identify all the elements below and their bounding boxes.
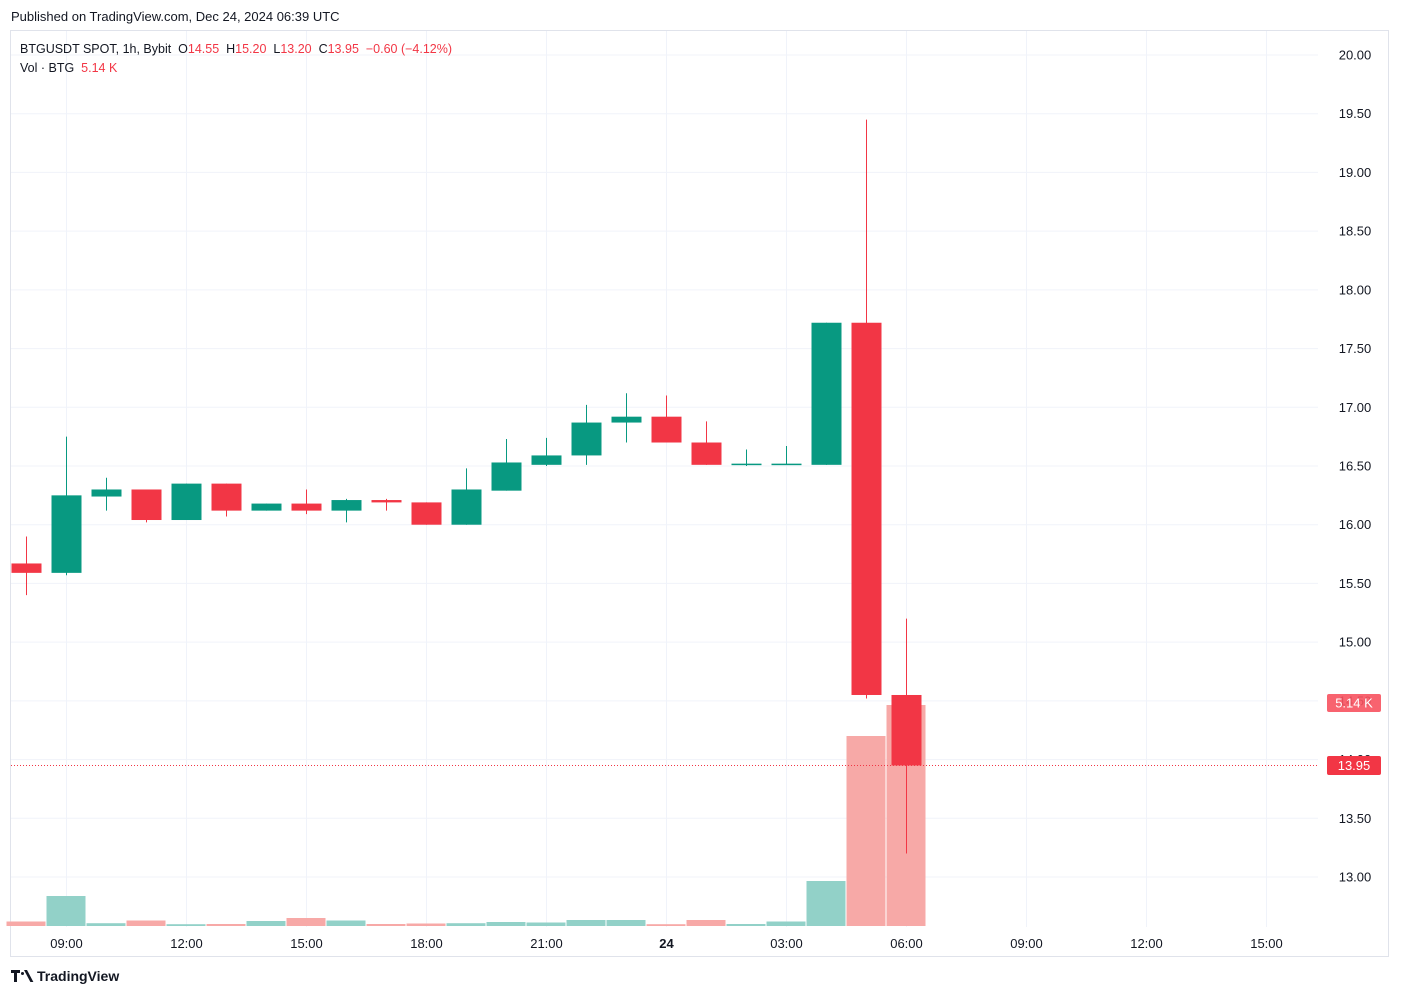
x-tick-label: 18:00 — [410, 936, 443, 951]
candle-body — [371, 500, 402, 503]
candle-body — [531, 455, 562, 465]
volume-bar — [646, 924, 686, 926]
y-tick-label: 13.00 — [1339, 870, 1372, 885]
chart-legend: BTGUSDT SPOT, 1h, Bybit O14.55 H15.20 L1… — [20, 40, 452, 78]
volume-bar — [566, 920, 606, 926]
footer-brand-label: TradingView — [37, 968, 120, 984]
candle-body — [211, 483, 242, 511]
tradingview-logo-icon — [11, 969, 34, 983]
candle-body — [891, 694, 922, 766]
y-tick-label: 16.50 — [1339, 459, 1372, 474]
candle-body — [851, 322, 882, 695]
volume-bar — [286, 918, 326, 926]
candle-body — [771, 463, 802, 466]
volume-tag — [1327, 694, 1381, 712]
volume-bar — [606, 920, 646, 926]
chart-frame[interactable] — [10, 30, 1389, 957]
y-tick-label: 18.00 — [1339, 282, 1372, 297]
candle-body — [611, 416, 642, 423]
y-tick-label: 15.00 — [1339, 635, 1372, 650]
candle-body — [51, 495, 82, 573]
y-tick-label: 19.50 — [1339, 106, 1372, 121]
x-tick-label: 12:00 — [170, 936, 203, 951]
volume-bar — [446, 923, 486, 926]
close-label: C — [318, 42, 328, 56]
candle-body — [91, 489, 122, 497]
low-label: L — [273, 42, 281, 56]
y-tick-label: 18.50 — [1339, 224, 1372, 239]
y-tick-label: 16.00 — [1339, 517, 1372, 532]
y-tick-label: 19.00 — [1339, 165, 1372, 180]
candle-body — [491, 462, 522, 491]
x-tick-label: 15:00 — [1250, 936, 1283, 951]
volume-tag-label: 5.14 K — [1335, 696, 1373, 711]
x-tick-label: 09:00 — [1010, 936, 1043, 951]
open-value: 14.55 — [187, 42, 220, 56]
low-value: 13.20 — [280, 42, 312, 56]
volume-bar — [126, 920, 166, 926]
y-tick-label: 17.50 — [1339, 341, 1372, 356]
change-value: −0.60 (−4.12%) — [365, 42, 453, 56]
volume-bar — [726, 924, 766, 926]
volume-bar — [326, 920, 366, 926]
candle-body — [451, 489, 482, 525]
y-tick-label: 13.50 — [1339, 811, 1372, 826]
last-price-tag-label: 13.95 — [1338, 758, 1371, 773]
volume-bar — [6, 921, 46, 926]
y-tick-label: 15.50 — [1339, 576, 1372, 591]
published-caption: Published on TradingView.com, Dec 24, 20… — [11, 9, 340, 24]
volume-bar — [46, 896, 86, 926]
candle-body — [11, 563, 42, 573]
volume-bar — [686, 920, 726, 926]
volume-bar — [406, 923, 446, 926]
volume-bar — [166, 924, 206, 926]
candle-body — [251, 503, 282, 511]
volume-bar — [486, 922, 526, 926]
volume-bar — [86, 923, 126, 926]
candle-body — [291, 503, 322, 511]
volume-bar — [806, 881, 846, 926]
high-value: 15.20 — [235, 42, 267, 56]
candle-body — [331, 500, 362, 511]
candle-body — [651, 416, 682, 443]
open-label: O — [178, 42, 188, 56]
volume-value: 5.14 K — [81, 61, 118, 75]
x-tick-label: 24 — [659, 936, 674, 951]
volume-bar — [766, 921, 806, 926]
x-tick-label: 21:00 — [530, 936, 563, 951]
candle-body — [571, 422, 602, 456]
candle-body — [811, 322, 842, 465]
candle-body — [691, 442, 722, 465]
candle-body — [731, 463, 762, 466]
x-tick-label: 06:00 — [890, 936, 923, 951]
volume-bar — [246, 921, 286, 926]
volume-label: Vol · BTG — [20, 61, 75, 75]
y-tick-label: 20.00 — [1339, 48, 1372, 63]
footer-brand[interactable]: TradingView — [11, 968, 119, 984]
volume-legend-row: Vol · BTG 5.14 K — [20, 59, 452, 78]
ohlc-legend-row: BTGUSDT SPOT, 1h, Bybit O14.55 H15.20 L1… — [20, 40, 452, 59]
x-tick-label: 03:00 — [770, 936, 803, 951]
last-price-tag — [1327, 755, 1381, 775]
volume-bar — [526, 922, 566, 926]
y-tick-label: 17.00 — [1339, 400, 1372, 415]
candle-body — [411, 502, 442, 525]
x-tick-label: 15:00 — [290, 936, 323, 951]
candle-body — [131, 489, 162, 521]
candle-body — [171, 483, 202, 521]
volume-bar — [206, 924, 246, 926]
x-tick-label: 12:00 — [1130, 936, 1163, 951]
x-tick-label: 09:00 — [50, 936, 83, 951]
high-label: H — [226, 42, 236, 56]
volume-bar — [366, 924, 406, 926]
close-value: 13.95 — [327, 42, 359, 56]
volume-bar — [846, 736, 886, 926]
symbol-label: BTGUSDT SPOT, 1h, Bybit — [20, 42, 172, 56]
